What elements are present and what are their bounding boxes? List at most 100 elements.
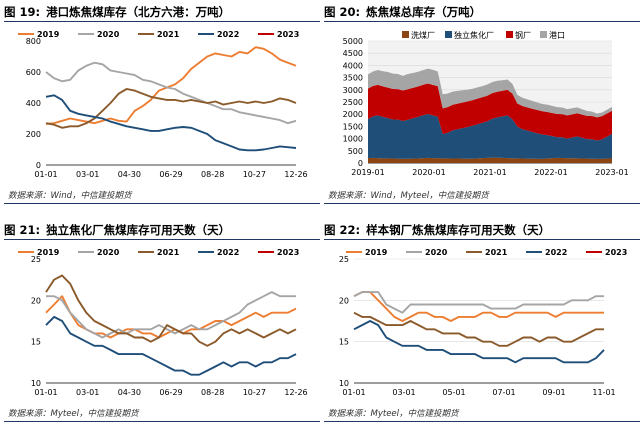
x-tick-label: 08-28	[201, 388, 224, 397]
chart-title: 图 20: 炼焦煤总库存（万吨）	[324, 3, 640, 22]
y-tick-label: 800	[26, 37, 41, 46]
series-line-2022	[353, 320, 605, 364]
legend-swatch	[540, 31, 547, 38]
y-tick-label: 5000	[343, 37, 363, 46]
chart-panel-total-coking-coal: 图 20: 炼焦煤总库存（万吨） 0 500 1000 1500 2000 2500 3000…	[324, 3, 640, 214]
legend-label: 2019	[37, 30, 60, 39]
y-tick-label: 600	[26, 68, 41, 77]
x-tick-label: 04-30	[118, 170, 141, 179]
y-tick-label: 0	[358, 159, 363, 168]
x-tick-label: 2021-01	[473, 168, 506, 177]
source-note: 数据来源：Wind，中信建投期货	[8, 191, 132, 201]
chart-title: 图 22: 样本钢厂炼焦煤库存可用天数（天）	[324, 221, 640, 240]
x-tick-label: 11-01	[592, 388, 615, 397]
y-tick-label: 25	[339, 255, 349, 264]
y-tick-label: 20	[31, 296, 41, 305]
y-tick-label: 10	[31, 379, 41, 388]
legend-label: 2023	[277, 30, 299, 39]
x-tick-label: 04-30	[118, 388, 141, 397]
chart-panel-port-coking-coal: 图 19: 港口炼焦煤库存（北方六港：万吨） 0 200 400 600 800 01-01…	[4, 3, 320, 214]
divider	[4, 203, 320, 204]
series-line-2019	[353, 291, 604, 322]
x-tick-label: 01-01	[34, 170, 57, 179]
legend-label: 2019	[37, 248, 60, 257]
y-tick-label: 2500	[343, 98, 363, 107]
legend-swatch	[506, 31, 513, 38]
x-tick-label: 01-01	[342, 388, 365, 397]
legend-swatch	[402, 31, 409, 38]
x-tick-label: 05-01	[442, 388, 465, 397]
y-tick-label: 4500	[343, 49, 363, 58]
legend-label: 钢厂	[515, 30, 531, 40]
chart-panel-steel-mill-days: 图 22: 样本钢厂炼焦煤库存可用天数（天） 10 15 20 25 01-01 03-01…	[324, 221, 640, 432]
source-note: 数据来源：Myteel，中信建投期货	[328, 409, 459, 419]
y-tick-label: 3500	[343, 74, 363, 83]
area-series-washing	[368, 157, 612, 163]
chart-title: 图 21: 独立焦化厂焦煤库存可用天数（天）	[4, 221, 320, 240]
series-line-2020	[46, 291, 296, 339]
series-line-2021	[353, 311, 604, 347]
chart-panel-coking-plant-days: 图 21: 独立焦化厂焦煤库存可用天数（天） 10 15 20 25 01-01 03-01…	[4, 221, 320, 432]
series-line-2021	[45, 88, 297, 129]
legend-label: 2022	[545, 248, 567, 257]
series-line-2022	[45, 315, 297, 376]
y-tick-label: 200	[26, 130, 41, 139]
legend-label: 2023	[605, 248, 627, 257]
x-tick-label: 2022-01	[534, 168, 567, 177]
legend-label: 2020	[425, 248, 448, 257]
y-tick-label: 25	[31, 255, 41, 264]
x-tick-label: 03-01	[76, 388, 99, 397]
x-tick-label: 01-01	[34, 388, 57, 397]
x-tick-label: 08-28	[201, 170, 224, 179]
source-note: 数据来源：Myteel，中信建投期货	[8, 409, 139, 419]
x-tick-label: 06-29	[159, 388, 182, 397]
legend-label: 2020	[97, 30, 120, 39]
legend-label: 2021	[157, 30, 180, 39]
series-line-2019	[45, 46, 297, 125]
area-series-coking	[368, 113, 612, 159]
legend-label: 2023	[277, 248, 299, 257]
line-chart: 10 15 20 25 01-01 03-01 05-01 07-01 09-01 11-01 20…	[339, 248, 627, 397]
y-tick-label: 400	[26, 99, 41, 108]
legend-label: 2021	[485, 248, 508, 257]
y-tick-label: 15	[339, 338, 349, 347]
stacked-area-chart: 0 500 1000 1500 2000 2500 3000 3500 4000 4500 5000…	[343, 30, 629, 177]
y-tick-label: 0	[36, 161, 41, 170]
chart-title: 图 19: 港口炼焦煤库存（北方六港：万吨）	[4, 3, 320, 22]
y-tick-label: 20	[339, 296, 349, 305]
legend-label: 2022	[217, 30, 239, 39]
x-tick-label: 12-26	[284, 388, 307, 397]
legend-label: 2022	[217, 248, 239, 257]
x-tick-label: 2019-01	[351, 168, 384, 177]
y-tick-label: 2000	[343, 110, 363, 119]
y-tick-label: 10	[339, 379, 349, 388]
series-line-2020	[45, 61, 297, 125]
x-tick-label: 03-01	[76, 170, 99, 179]
y-tick-label: 15	[31, 338, 41, 347]
y-tick-label: 1500	[343, 122, 363, 131]
x-tick-label: 12-26	[284, 170, 307, 179]
series-line-2020	[353, 291, 604, 314]
legend-label: 港口	[549, 30, 565, 40]
line-chart: 10 15 20 25 01-01 03-01 04-30 06-29 08-28 10-27 12…	[18, 248, 308, 397]
x-tick-label: 2020-01	[412, 168, 445, 177]
y-tick-label: 500	[348, 147, 363, 156]
legend-label: 独立焦化厂	[454, 30, 494, 40]
x-tick-label: 10-27	[243, 388, 266, 397]
series-line-2022	[45, 94, 297, 152]
legend-swatch	[445, 31, 452, 38]
legend-label: 2019	[365, 248, 388, 257]
area-series-port	[368, 68, 612, 118]
x-tick-label: 03-01	[392, 388, 415, 397]
x-tick-label: 06-29	[159, 170, 182, 179]
series-line-2021	[45, 274, 297, 347]
x-tick-label: 09-01	[542, 388, 565, 397]
legend-label: 洗煤厂	[411, 30, 435, 40]
y-tick-label: 3000	[343, 86, 363, 95]
y-tick-label: 1000	[343, 135, 363, 144]
source-note: 数据来源：Wind，Myteel，中信建投期货	[328, 191, 489, 201]
x-tick-label: 10-27	[243, 170, 266, 179]
y-tick-label: 4000	[343, 61, 363, 70]
x-tick-label: 2023-01	[595, 168, 628, 177]
line-chart: 0 200 400 600 800 01-01 03-01 04-30 06-29 08-28 10…	[18, 30, 308, 179]
